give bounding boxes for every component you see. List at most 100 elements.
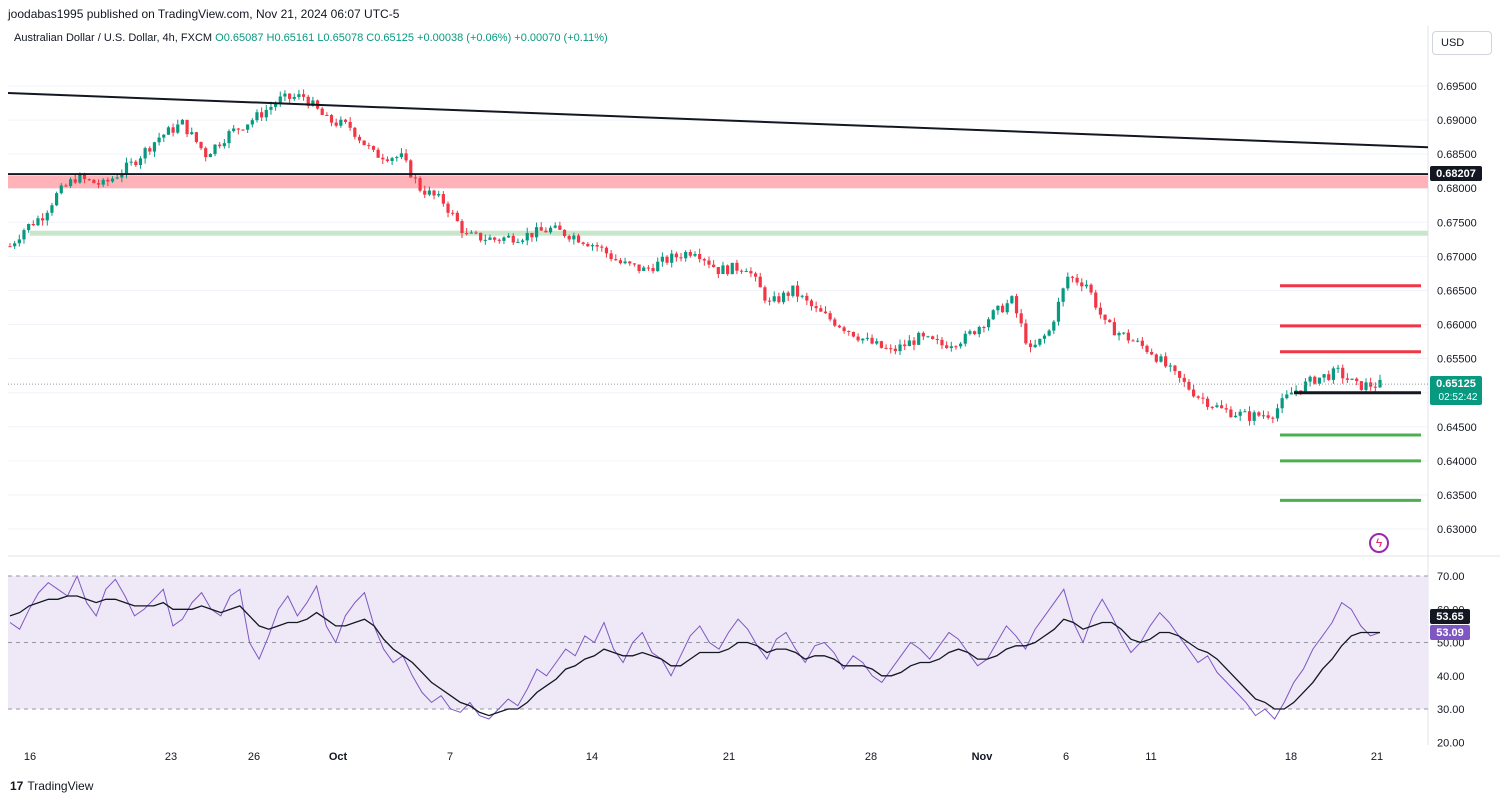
candle-body: [954, 346, 958, 348]
time-tick: 11: [1145, 751, 1156, 763]
candle-body: [698, 254, 702, 260]
candle-body: [1266, 415, 1270, 418]
candle-body: [940, 339, 944, 346]
candle-body: [604, 247, 609, 254]
candle-body: [390, 158, 394, 161]
candle-body: [1112, 322, 1116, 336]
price-tick: 0.68000: [1437, 183, 1477, 195]
candle-body: [232, 128, 236, 132]
candle-body: [1275, 408, 1280, 419]
candle-body: [753, 273, 758, 277]
candle-body: [1140, 340, 1144, 346]
rsi-label: 53.09: [1436, 627, 1464, 639]
candle-body: [511, 235, 515, 243]
candle-body: [455, 212, 459, 222]
candle-body: [1122, 332, 1126, 334]
last-price-label-bg: [1430, 376, 1482, 405]
candle-body: [1164, 356, 1168, 367]
candle-body: [357, 136, 362, 141]
rsi-tick: 20.00: [1437, 737, 1465, 749]
candle-body: [1136, 340, 1140, 342]
rsi-ma-label-bg: [1430, 609, 1470, 624]
candle-body: [833, 319, 837, 326]
time-tick: 6: [1063, 751, 1069, 763]
price-change: +0.00038 (+0.06%): [417, 32, 512, 44]
price-tick: 0.69000: [1437, 115, 1477, 127]
publisher-line: joodabas1995 published on TradingView.co…: [8, 7, 400, 21]
candle-body: [13, 243, 17, 247]
candle-body: [856, 336, 860, 341]
candle-body: [530, 232, 534, 238]
candle-body: [301, 94, 306, 97]
rsi-tick: 50.00: [1437, 638, 1465, 650]
price-tick: 0.63500: [1437, 490, 1477, 502]
candle-body: [371, 146, 376, 150]
rsi-ma-label: 53.65: [1436, 611, 1464, 623]
candle-body: [1154, 354, 1158, 362]
candle-body: [437, 194, 441, 196]
red-resistance-zone: [8, 175, 1428, 189]
candle-body: [274, 103, 278, 107]
candle-body: [539, 227, 543, 231]
candle-body: [553, 225, 557, 228]
candle-body: [684, 251, 688, 259]
time-axis[interactable]: 16 23 26 Oct 7 14 21 28 Nov 6 11 18 21: [24, 751, 1383, 763]
candle-body: [795, 285, 800, 297]
candle-body: [805, 295, 809, 301]
candle-body: [250, 120, 254, 125]
candle-body: [917, 332, 921, 345]
candle-body: [320, 108, 324, 116]
lightning-icon[interactable]: ϟ: [1369, 533, 1389, 553]
candle-body: [763, 287, 767, 301]
candle-body: [409, 160, 413, 178]
candle-body: [385, 159, 390, 161]
rsi-band: [8, 576, 1428, 709]
candle-body: [92, 179, 96, 184]
candle-body: [465, 233, 469, 235]
candle-body: [730, 262, 734, 275]
candle-body: [124, 162, 129, 174]
candle-body: [828, 313, 832, 320]
candle-body: [1308, 376, 1312, 382]
candle-body: [101, 179, 105, 185]
price-tick: 0.68500: [1437, 149, 1477, 161]
candle-body: [143, 148, 147, 159]
candle-body: [306, 96, 310, 106]
candle-body: [581, 242, 585, 244]
candle-body: [712, 264, 716, 268]
candle-body: [120, 173, 124, 178]
candle-body: [269, 106, 273, 110]
candle-body: [1238, 411, 1242, 416]
ohlc-close: C0.65125: [366, 32, 414, 44]
candle-body: [423, 190, 427, 195]
candle-body: [404, 153, 408, 161]
candle-body: [1341, 367, 1345, 379]
candle-body: [1331, 368, 1336, 380]
black-level-label-bg: [1430, 166, 1482, 181]
candle-body: [1159, 356, 1163, 362]
descending-trendline: [7, 92, 1429, 149]
candle-body: [749, 271, 753, 274]
candle-body: [707, 260, 711, 265]
candle-body: [758, 276, 762, 288]
candle-body: [1168, 365, 1172, 367]
candle-body: [921, 332, 925, 337]
candle-body: [1000, 305, 1005, 313]
candle-body: [912, 340, 916, 345]
candle-body: [1303, 381, 1308, 392]
candle-body: [1070, 276, 1075, 278]
candle-body: [441, 194, 445, 204]
candle-body: [166, 127, 171, 135]
candle-body: [1219, 405, 1224, 409]
candle-body: [1289, 392, 1294, 395]
price-axis[interactable]: 0.69500 0.69000 0.68500 0.68000 0.67500 0.670…: [1437, 81, 1477, 536]
candle-body: [311, 100, 315, 106]
currency-button[interactable]: USD: [1432, 31, 1492, 55]
candle-body: [1271, 417, 1275, 419]
candle-body: [1131, 340, 1135, 342]
candle-body: [1359, 381, 1363, 390]
candle-body: [670, 253, 674, 263]
candle-body: [260, 112, 264, 118]
candle-body: [157, 137, 161, 143]
